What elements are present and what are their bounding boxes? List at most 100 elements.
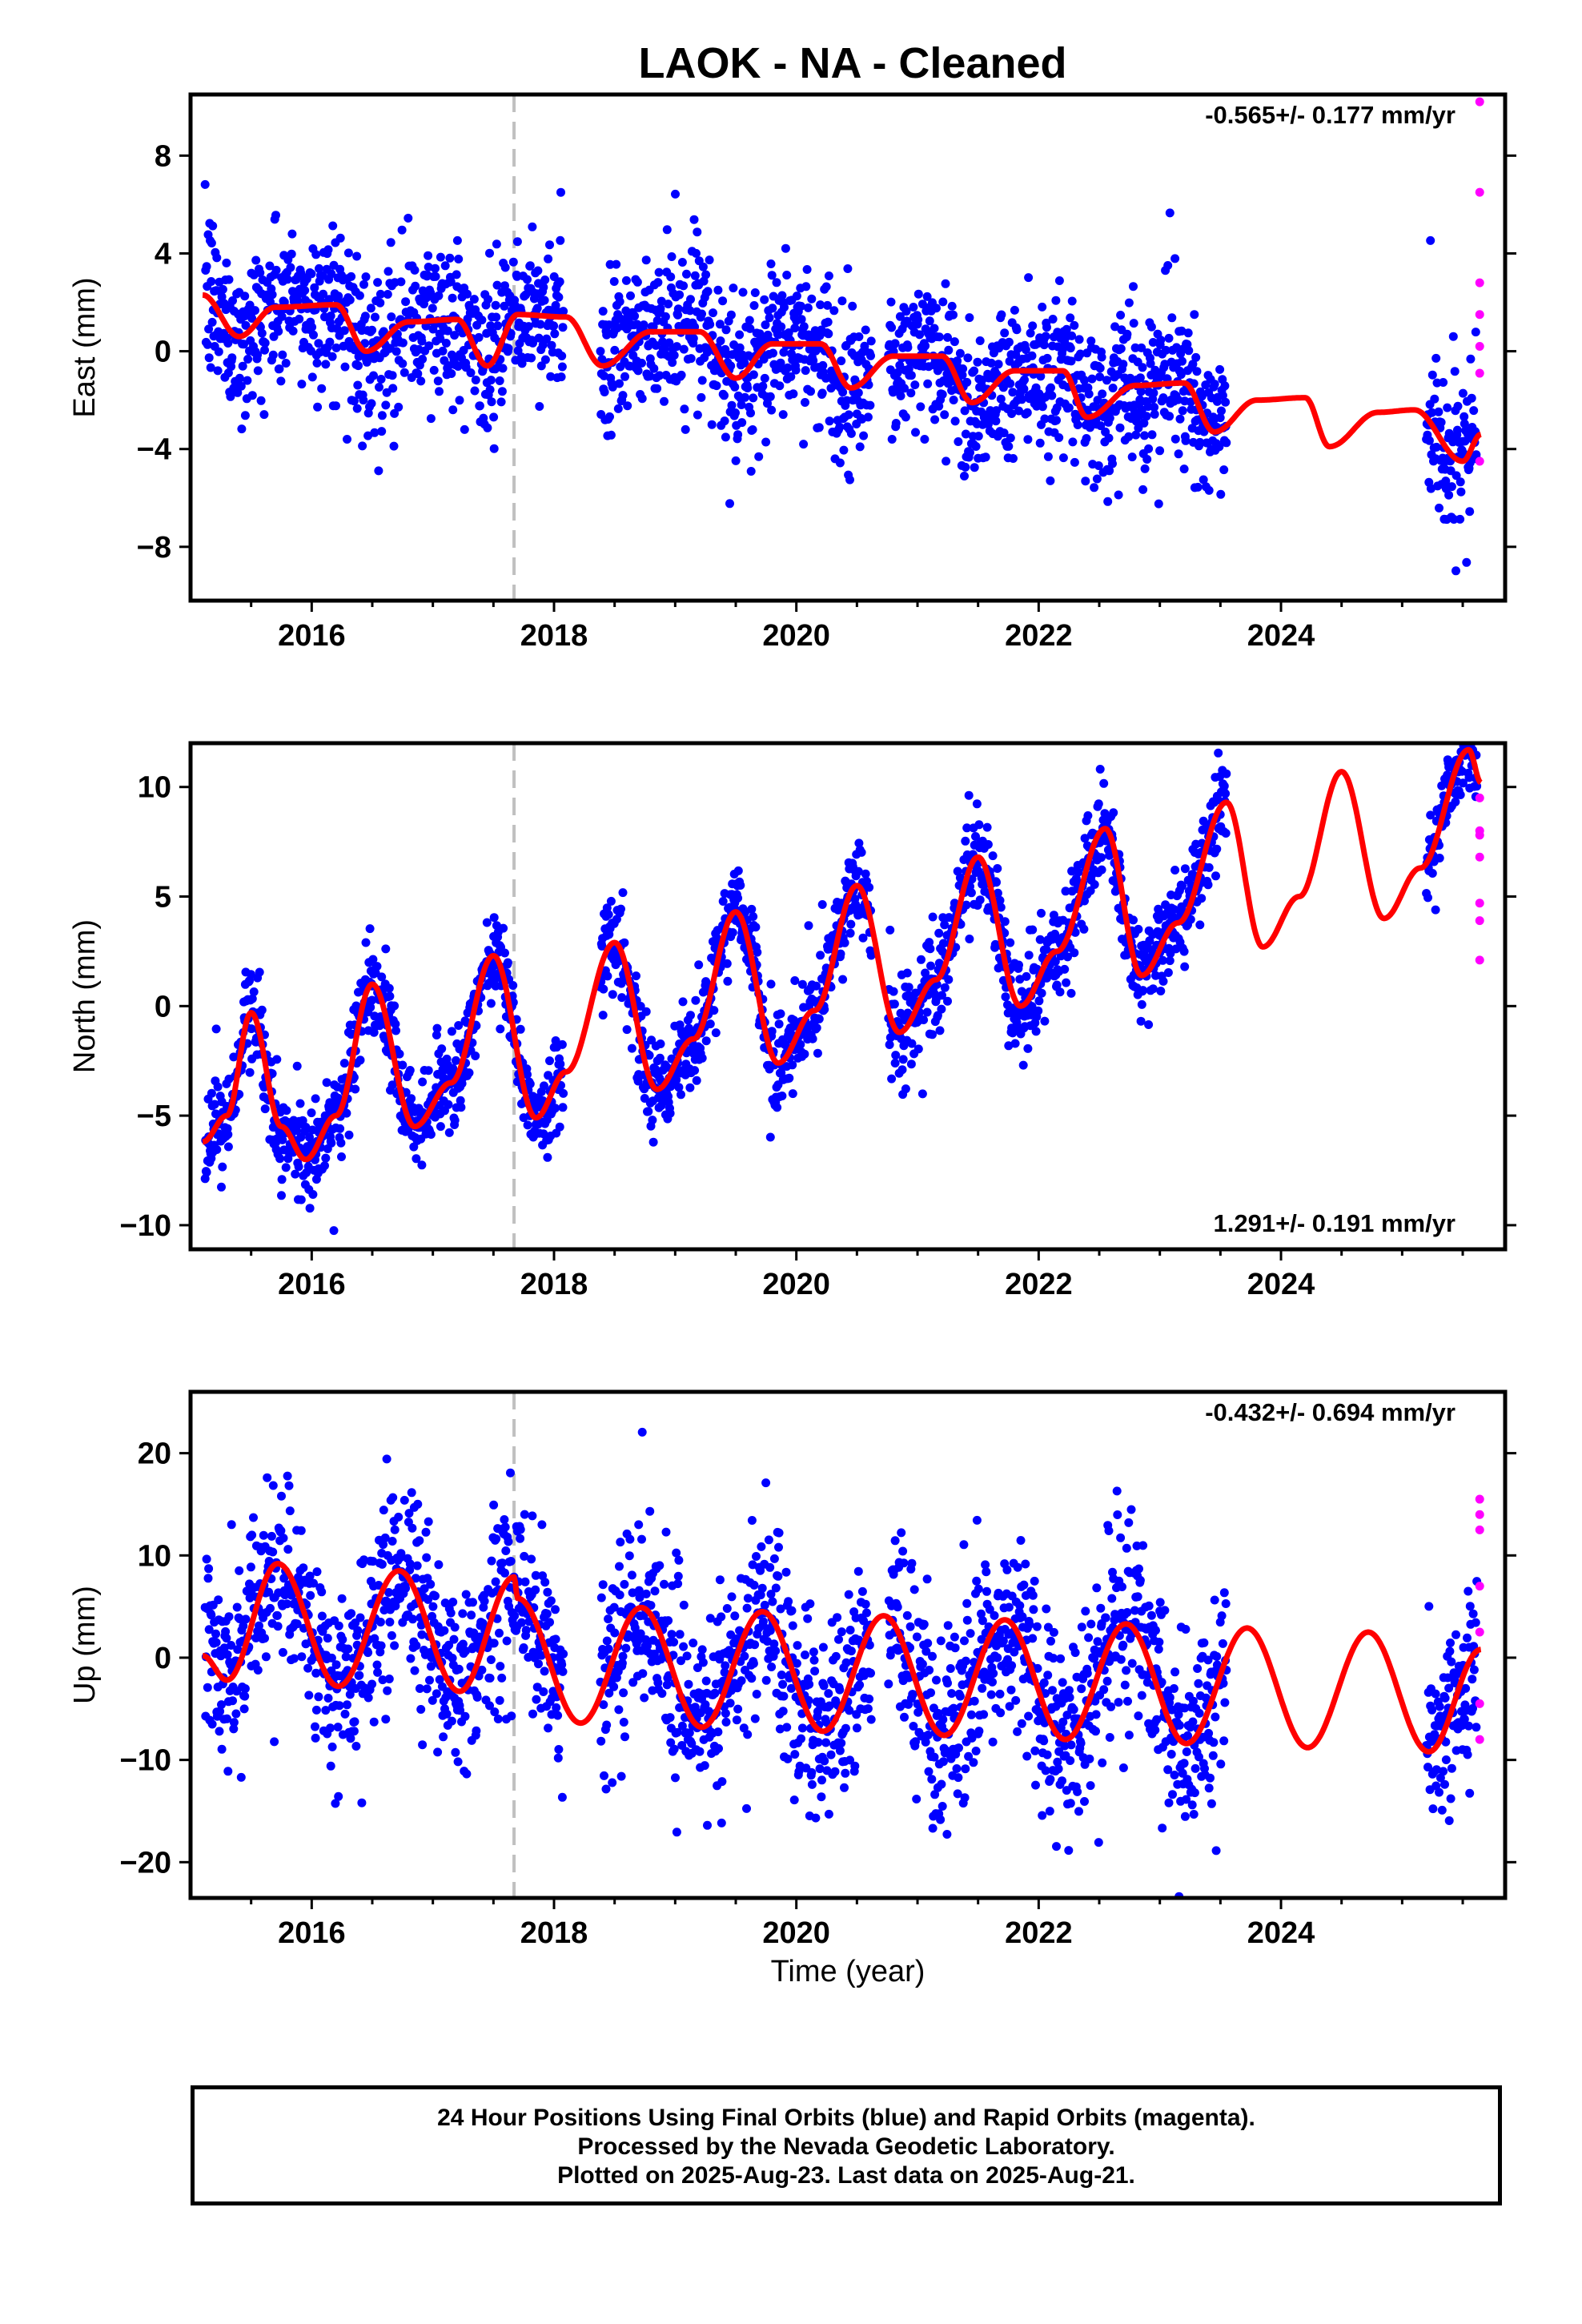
- final-orbit-point: [960, 406, 970, 416]
- final-orbit-point: [377, 427, 387, 436]
- final-orbit-point: [735, 343, 745, 352]
- final-orbit-point: [741, 907, 749, 917]
- final-orbit-point: [801, 366, 810, 376]
- final-orbit-point: [648, 1137, 658, 1147]
- final-orbit-point: [532, 1695, 541, 1704]
- final-orbit-point: [705, 255, 714, 265]
- y-tick-label: 5: [155, 881, 171, 915]
- final-orbit-point: [974, 820, 984, 830]
- final-orbit-point: [1441, 476, 1451, 486]
- x-tick-label: 2016: [278, 619, 346, 653]
- final-orbit-point: [901, 307, 911, 316]
- final-orbit-point: [804, 921, 813, 931]
- final-orbit-point: [1424, 436, 1434, 445]
- final-orbit-point: [697, 392, 706, 402]
- final-orbit-point: [390, 1525, 400, 1534]
- final-orbit-point: [823, 300, 832, 310]
- final-orbit-point: [1024, 951, 1034, 960]
- final-orbit-point: [264, 1587, 274, 1597]
- final-orbit-point: [303, 1663, 313, 1673]
- final-orbit-point: [367, 1679, 377, 1689]
- final-orbit-point: [1469, 406, 1479, 416]
- final-orbit-point: [1031, 1027, 1041, 1036]
- final-orbit-point: [624, 1551, 634, 1561]
- final-orbit-point: [623, 401, 632, 411]
- final-orbit-point: [407, 1488, 416, 1498]
- final-orbit-point: [447, 369, 456, 378]
- final-orbit-point: [754, 452, 764, 461]
- final-orbit-point: [637, 394, 647, 404]
- final-orbit-point: [814, 423, 824, 432]
- final-orbit-point: [1061, 887, 1070, 896]
- final-orbit-point: [1466, 354, 1476, 364]
- final-orbit-point: [1167, 313, 1177, 323]
- final-orbit-point: [292, 1061, 302, 1071]
- final-orbit-point: [961, 429, 970, 439]
- final-orbit-point: [958, 364, 968, 373]
- final-orbit-point: [417, 1160, 427, 1170]
- final-orbit-point: [937, 1004, 946, 1014]
- final-orbit-point: [1067, 331, 1077, 340]
- final-orbit-point: [1124, 432, 1134, 441]
- final-orbit-point: [474, 332, 484, 342]
- final-orbit-point: [333, 1723, 343, 1732]
- final-orbit-point: [1109, 808, 1118, 818]
- final-orbit-point: [431, 263, 440, 273]
- final-orbit-point: [270, 1737, 279, 1747]
- final-orbit-point: [212, 1145, 222, 1154]
- final-orbit-point: [934, 928, 944, 938]
- y-axis-label: East (mm): [68, 277, 102, 417]
- final-orbit-point: [866, 336, 876, 346]
- final-orbit-point: [922, 1007, 932, 1017]
- final-orbit-point: [504, 1537, 513, 1546]
- final-orbit-point: [749, 912, 758, 921]
- final-orbit-point: [740, 358, 749, 368]
- final-orbit-point: [626, 291, 635, 300]
- final-orbit-point: [1462, 697, 1471, 706]
- final-orbit-point: [705, 1019, 715, 1029]
- final-orbit-point: [551, 1605, 560, 1614]
- final-orbit-point: [415, 1536, 424, 1546]
- final-orbit-point: [686, 1011, 695, 1020]
- final-orbit-point: [375, 383, 383, 392]
- final-orbit-point: [1004, 1041, 1014, 1051]
- final-orbit-point: [655, 1053, 665, 1063]
- final-orbit-point: [701, 1036, 711, 1046]
- final-orbit-point: [656, 1039, 665, 1048]
- final-orbit-point: [709, 308, 717, 318]
- final-orbit-point: [384, 1588, 394, 1597]
- final-orbit-point: [375, 298, 385, 308]
- final-orbit-point: [990, 939, 1000, 949]
- final-orbit-point: [1451, 797, 1460, 806]
- final-orbit-point: [396, 1549, 406, 1558]
- final-orbit-point: [993, 888, 1002, 898]
- final-orbit-point: [215, 1727, 224, 1736]
- final-orbit-point: [799, 440, 809, 449]
- final-orbit-point: [268, 350, 278, 360]
- final-orbit-point: [613, 404, 623, 413]
- final-orbit-point: [898, 1055, 908, 1064]
- final-orbit-point: [1067, 866, 1077, 876]
- final-orbit-point: [970, 366, 979, 376]
- final-orbit-point: [902, 968, 912, 978]
- final-orbit-point: [553, 1753, 563, 1763]
- final-orbit-point: [540, 355, 550, 364]
- final-orbit-point: [1010, 1039, 1020, 1048]
- final-orbit-point: [785, 1073, 794, 1083]
- final-orbit-point: [284, 1481, 294, 1490]
- final-orbit-point: [311, 1705, 321, 1715]
- final-orbit-point: [546, 372, 556, 381]
- final-orbit-point: [813, 1048, 822, 1058]
- final-orbit-point: [470, 386, 480, 396]
- final-orbit-point: [436, 1122, 445, 1132]
- final-orbit-point: [375, 289, 385, 299]
- final-orbit-point: [292, 1619, 302, 1629]
- final-orbit-point: [621, 275, 631, 285]
- final-orbit-point: [669, 351, 679, 360]
- final-orbit-point: [786, 372, 796, 381]
- final-orbit-point: [845, 475, 854, 485]
- final-orbit-point: [1018, 1060, 1028, 1070]
- final-orbit-point: [707, 420, 717, 429]
- final-orbit-point: [317, 384, 327, 393]
- final-orbit-point: [955, 348, 965, 358]
